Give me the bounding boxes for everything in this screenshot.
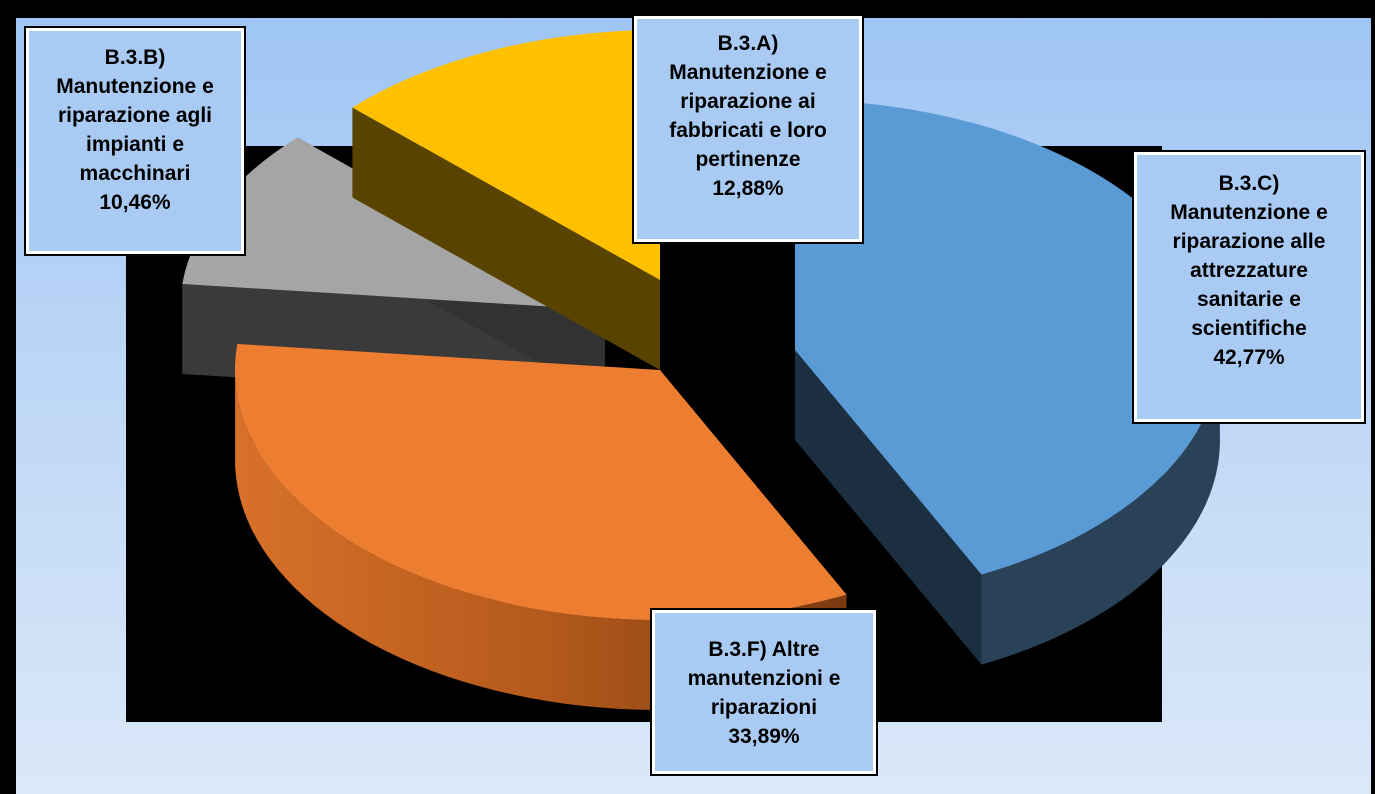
label-b3c: B.3.C) Manutenzione e riparazione alle a… bbox=[1132, 150, 1366, 424]
label-b3a-line1: B.3.A) bbox=[717, 32, 779, 55]
pie-slice-side-0 bbox=[981, 345, 1220, 665]
label-b3c-line5: sanitarie e bbox=[1197, 288, 1301, 311]
pie-slice-wall-0-end bbox=[795, 350, 982, 665]
pie-slice-3 bbox=[352, 29, 660, 280]
label-b3a-value: 12,88% bbox=[712, 177, 784, 200]
label-b3b-line3: riparazione agli bbox=[57, 104, 213, 127]
label-b3a-line5: pertinenze bbox=[695, 148, 801, 171]
label-b3c-line4: attrezzature bbox=[1190, 259, 1308, 282]
label-b3f-value: 33,89% bbox=[728, 725, 800, 748]
label-b3a-line4: fabbricati e loro bbox=[669, 119, 827, 142]
pie-slice-1 bbox=[235, 343, 847, 620]
label-b3f: B.3.F) Altre manutenzioni e riparazioni … bbox=[650, 608, 878, 776]
pie-slice-0 bbox=[795, 100, 1220, 575]
label-b3c-value: 42,77% bbox=[1213, 346, 1285, 369]
label-b3b-value: 10,46% bbox=[99, 191, 171, 214]
label-b3a-line2: Manutenzione e bbox=[669, 61, 827, 84]
label-b3c-line6: scientifiche bbox=[1191, 317, 1307, 340]
label-b3c-line2: Manutenzione e bbox=[1170, 201, 1328, 224]
label-b3a: B.3.A) Manutenzione e riparazione ai fab… bbox=[632, 14, 864, 244]
label-b3b-line5: macchinari bbox=[79, 162, 191, 185]
label-b3c-line1: B.3.C) bbox=[1218, 172, 1280, 195]
label-b3c-line3: riparazione alle bbox=[1172, 230, 1326, 253]
label-b3a-line3: riparazione ai bbox=[680, 90, 816, 113]
label-b3f-line2: manutenzioni e bbox=[687, 667, 841, 690]
label-b3b: B.3.B) Manutenzione e riparazione agli i… bbox=[24, 26, 246, 256]
label-b3b-line1: B.3.B) bbox=[104, 46, 166, 69]
pie-slice-wall-3-start bbox=[352, 107, 660, 371]
label-b3f-line3: riparazioni bbox=[710, 696, 818, 719]
label-b3b-line2: Manutenzione e bbox=[56, 75, 214, 98]
label-b3f-line1: B.3.F) Altre bbox=[708, 638, 820, 661]
label-b3b-line4: impianti e bbox=[85, 133, 185, 156]
